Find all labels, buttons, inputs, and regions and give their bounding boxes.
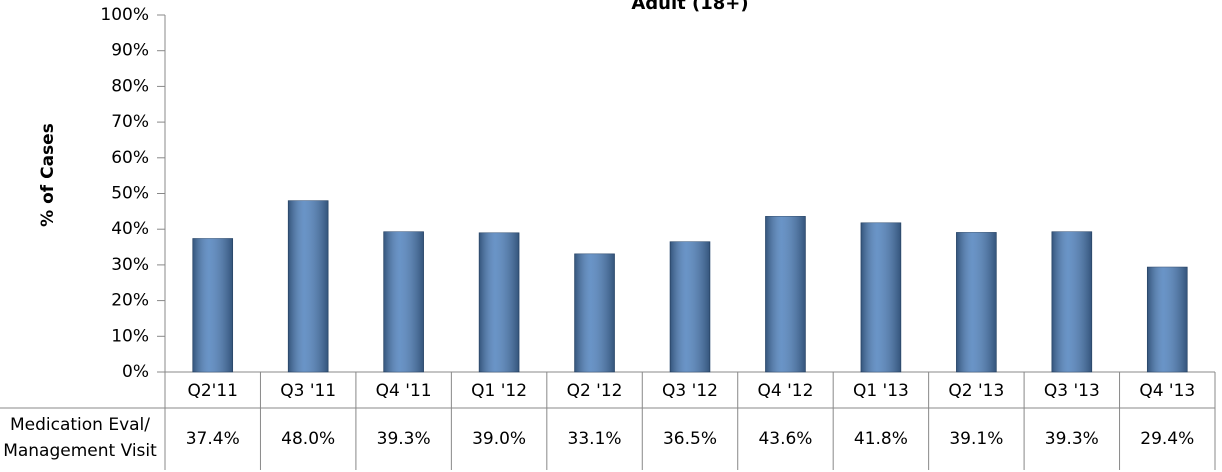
table-value: 39.3%	[377, 429, 431, 449]
bar	[287, 200, 329, 373]
table-value: 33.1%	[568, 429, 622, 449]
bar	[574, 253, 615, 373]
x-tick-label: Q3 '11	[280, 381, 336, 401]
x-tick-label: Q2 '13	[948, 381, 1004, 401]
table-value: 43.6%	[758, 429, 812, 449]
y-tick-label: 80%	[111, 76, 149, 96]
bar	[669, 241, 711, 373]
y-tick-label: 10%	[111, 326, 149, 346]
x-tick-label: Q3 '12	[662, 381, 718, 401]
y-tick-label: 90%	[111, 41, 149, 61]
table-value: 41.8%	[854, 429, 908, 449]
y-tick-label: 70%	[111, 112, 149, 132]
y-tick-label: 60%	[111, 148, 149, 168]
y-tick-label: 40%	[111, 219, 149, 239]
bar	[478, 232, 520, 373]
legend-entry: Medication Eval/ Management Visit	[3, 415, 157, 461]
x-tick-label: Q1 '12	[471, 381, 527, 401]
x-tick-label: Q4 '13	[1139, 381, 1195, 401]
y-tick-label: 30%	[111, 255, 149, 275]
bar	[1051, 231, 1093, 373]
table-value: 37.4%	[186, 429, 240, 449]
x-tick-label: Q3 '13	[1044, 381, 1100, 401]
x-tick-label: Q2'11	[187, 381, 238, 401]
y-tick-label: 20%	[111, 291, 149, 311]
table-value: 39.1%	[949, 429, 1003, 449]
bar	[1146, 266, 1188, 373]
bar	[192, 238, 234, 373]
bar	[383, 231, 424, 373]
table-value: 48.0%	[281, 429, 335, 449]
x-tick-label: Q4 '11	[376, 381, 432, 401]
table-value: 36.5%	[663, 429, 717, 449]
bar	[956, 232, 997, 373]
bar	[860, 222, 902, 373]
table-value: 29.4%	[1140, 429, 1194, 449]
bar	[765, 216, 806, 373]
x-tick-label: Q1 '13	[853, 381, 909, 401]
x-tick-label: Q4 '12	[758, 381, 814, 401]
y-tick-label: 0%	[122, 362, 149, 382]
y-tick-label: 50%	[111, 184, 149, 204]
table-value: 39.0%	[472, 429, 526, 449]
table-value: 39.3%	[1045, 429, 1099, 449]
y-tick-label: 100%	[100, 5, 149, 25]
y-axis-label: % of Cases	[38, 123, 58, 227]
x-tick-label: Q2 '12	[567, 381, 623, 401]
chart-title: Adult (18+)	[631, 0, 748, 14]
